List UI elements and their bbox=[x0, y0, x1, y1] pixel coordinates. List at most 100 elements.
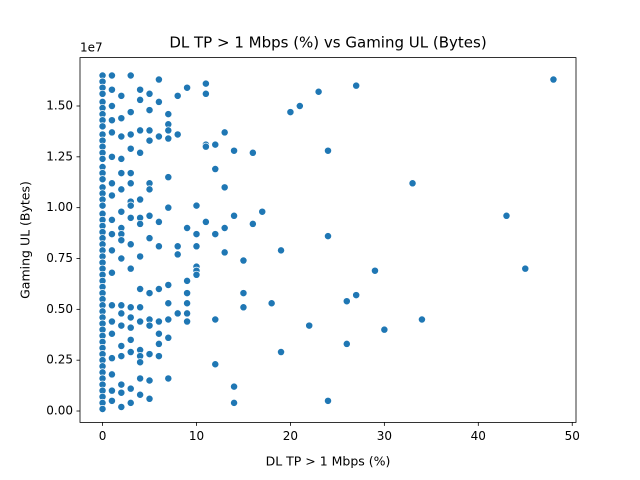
scatter-point bbox=[201, 89, 210, 98]
y-tick-label: 0.50 bbox=[46, 302, 73, 316]
scatter-point bbox=[136, 95, 145, 104]
scatter-point bbox=[136, 285, 145, 293]
scatter-point bbox=[248, 219, 257, 228]
scatter-point bbox=[164, 280, 173, 289]
scatter-point bbox=[380, 325, 389, 334]
scatter-point bbox=[145, 234, 154, 243]
scatter-point bbox=[154, 132, 163, 141]
x-tick-label: 50 bbox=[565, 429, 580, 443]
x-axis-label: DL TP > 1 Mbps (%) bbox=[266, 454, 391, 469]
scatter-point bbox=[107, 354, 116, 363]
scatter-point bbox=[352, 81, 361, 90]
scatter-point bbox=[98, 175, 107, 184]
scatter-point bbox=[145, 89, 154, 98]
scatter-point bbox=[230, 211, 239, 220]
scatter-point bbox=[324, 396, 332, 405]
scatter-point bbox=[136, 148, 145, 157]
scatter-point bbox=[230, 382, 239, 391]
scatter-point bbox=[126, 335, 135, 344]
scatter-point bbox=[173, 130, 182, 139]
scatter-point bbox=[277, 246, 285, 255]
scatter-point bbox=[164, 173, 173, 182]
scatter-point bbox=[145, 321, 154, 330]
scatter-point bbox=[164, 374, 173, 383]
scatter-point bbox=[107, 268, 116, 277]
y-tick-label: 0.75 bbox=[46, 251, 73, 265]
scatter-point bbox=[549, 75, 558, 84]
scatter-point bbox=[117, 91, 126, 100]
scatter-point bbox=[267, 299, 276, 308]
scatter-point bbox=[248, 148, 257, 157]
scatter-point bbox=[126, 71, 135, 80]
scatter-point bbox=[314, 87, 323, 96]
scatter-point bbox=[145, 376, 154, 385]
scatter-point bbox=[117, 309, 126, 318]
scatter-point bbox=[126, 201, 135, 210]
y-offset-label: 1e7 bbox=[80, 41, 103, 55]
scatter-point bbox=[220, 248, 229, 257]
scatter-point bbox=[239, 303, 248, 312]
scatter-point bbox=[192, 230, 201, 239]
scatter-point bbox=[295, 102, 304, 110]
x-tick-label: 30 bbox=[377, 429, 392, 443]
scatter-point bbox=[154, 317, 163, 326]
scatter-point bbox=[126, 384, 135, 393]
scatter-point bbox=[126, 213, 135, 222]
scatter-point bbox=[305, 321, 314, 330]
scatter-point bbox=[107, 179, 116, 188]
scatter-point bbox=[107, 128, 116, 137]
scatter-point bbox=[126, 130, 135, 139]
scatter-point bbox=[126, 169, 135, 178]
scatter-point bbox=[145, 136, 154, 145]
scatter-point bbox=[145, 394, 154, 403]
scatter-point bbox=[220, 224, 229, 232]
scatter-point bbox=[521, 264, 530, 273]
scatter-point bbox=[192, 201, 201, 210]
scatter-point bbox=[211, 140, 220, 149]
scatter-point bbox=[126, 179, 135, 188]
scatter-point bbox=[145, 350, 154, 359]
scatter-point bbox=[126, 348, 135, 356]
scatter-point bbox=[117, 207, 126, 216]
scatter-point bbox=[192, 270, 201, 279]
scatter-point bbox=[136, 358, 145, 367]
scatter-point bbox=[154, 75, 163, 84]
scatter-point bbox=[117, 380, 126, 389]
scatter-point bbox=[145, 289, 154, 298]
scatter-point bbox=[98, 405, 107, 413]
scatter-point bbox=[126, 323, 135, 332]
scatter-point bbox=[117, 114, 126, 123]
scatter-point bbox=[145, 211, 154, 220]
scatter-point bbox=[117, 402, 126, 411]
scatter-point bbox=[117, 236, 126, 245]
scatter-point bbox=[136, 252, 145, 261]
scatter-point bbox=[230, 146, 239, 155]
scatter-point bbox=[107, 215, 116, 224]
scatter-point bbox=[183, 299, 192, 308]
scatter-point bbox=[107, 71, 116, 80]
scatter-point bbox=[220, 183, 229, 192]
y-tick-label: 0.00 bbox=[46, 404, 73, 418]
scatter-point bbox=[117, 301, 126, 310]
scatter-point bbox=[117, 254, 126, 263]
y-tick-label: 1.50 bbox=[46, 98, 73, 112]
scatter-point bbox=[107, 396, 116, 405]
scatter-point bbox=[324, 146, 332, 155]
scatter-point bbox=[183, 224, 192, 232]
scatter-point bbox=[107, 152, 116, 161]
scatter-point bbox=[164, 134, 173, 143]
scatter-point bbox=[98, 89, 107, 98]
scatter-point bbox=[107, 317, 116, 326]
scatter-point bbox=[183, 289, 192, 298]
scatter-point bbox=[107, 191, 116, 200]
scatter-point bbox=[173, 250, 182, 259]
scatter-point bbox=[417, 315, 426, 324]
scatter-point bbox=[154, 339, 163, 348]
scatter-point bbox=[164, 110, 173, 119]
x-tick-label: 40 bbox=[471, 429, 486, 443]
scatter-point bbox=[117, 388, 126, 397]
scatter-point bbox=[154, 329, 163, 338]
scatter-point bbox=[211, 230, 220, 239]
scatter-point bbox=[107, 85, 116, 94]
